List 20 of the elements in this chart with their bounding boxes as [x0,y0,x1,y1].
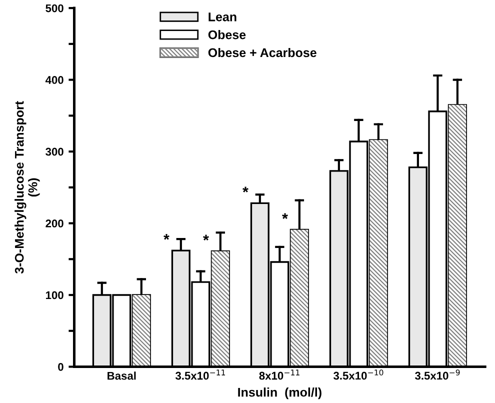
y-tick-label: 0 [58,362,64,371]
y-tick-label: 200 [46,220,64,228]
x-tick-label: 3.5x10$^{−9}$ [415,370,460,380]
y-tick-label: 300 [46,148,64,156]
annotation: * [282,213,288,219]
annotation: * [242,186,248,192]
x-tick-label: 3.5x10$^{−10}$ [333,370,384,380]
y-tick-label: 400 [45,76,64,84]
y-tick-label: 500 [46,4,64,12]
annotation: * [203,234,209,240]
y-tick-label: 100 [46,291,64,300]
legend-label: Obese + Acarbose [208,48,316,58]
y-axis-title: 3-O-Methylglucose Transport (%) [14,101,40,274]
legend-label: Lean [208,12,236,22]
annotation: * [164,234,170,240]
x-axis-title: Insulin (mol/l) [238,388,322,400]
x-tick-label: 3.5x10$^{−11}$ [175,370,226,380]
legend-label: Obese [208,30,246,40]
x-tick-label: 8x10$^{−11}$ [259,370,300,380]
x-tick-label: Basal [108,372,136,380]
